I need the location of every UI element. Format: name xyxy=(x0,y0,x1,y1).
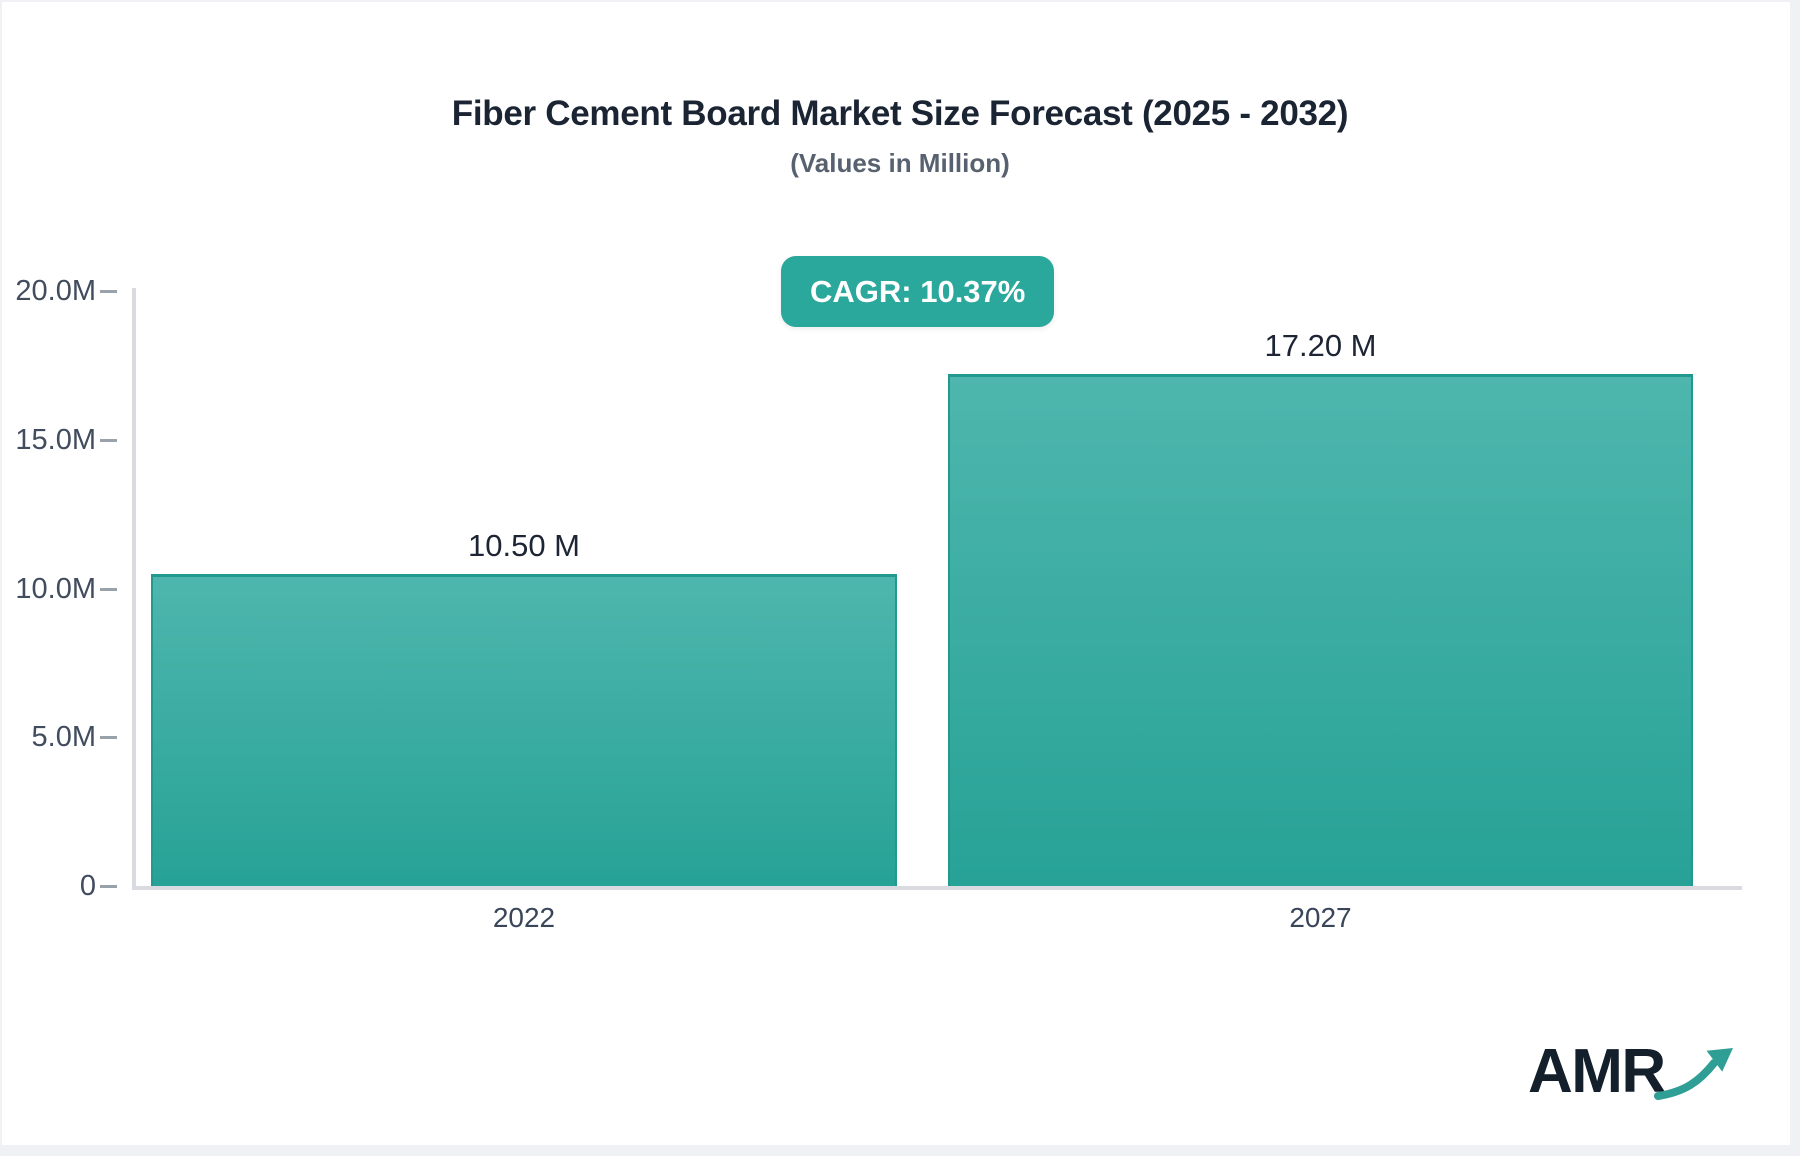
cagr-badge: CAGR: 10.37% xyxy=(781,256,1055,327)
bar-2027 xyxy=(948,374,1693,886)
y-tick-label: 5.0M xyxy=(31,721,96,754)
y-tick-label: 15.0M xyxy=(15,423,96,456)
growth-arrow-icon xyxy=(1654,1048,1733,1100)
y-tick-label: 20.0M xyxy=(15,275,96,307)
bar-value-label: 10.50 M xyxy=(467,528,580,563)
y-axis-line xyxy=(132,288,136,886)
amr-logo-text: AMR xyxy=(1528,1037,1666,1106)
amr-logo: AMR xyxy=(1528,1030,1733,1114)
y-tick-mark xyxy=(100,885,117,888)
bar-value-label: 17.20 M xyxy=(1264,328,1377,363)
bar-2022 xyxy=(151,574,897,886)
y-tick-mark xyxy=(100,438,117,442)
chart-subtitle: (Values in Million) xyxy=(790,148,1010,178)
x-axis-line xyxy=(132,886,1742,890)
y-tick-label: 0 xyxy=(79,870,96,902)
y-tick-mark xyxy=(100,290,117,293)
y-tick-mark xyxy=(100,587,117,591)
chart-title: Fiber Cement Board Market Size Forecast … xyxy=(451,94,1349,133)
x-category-label: 2027 xyxy=(1289,902,1352,933)
x-category-label: 2022 xyxy=(492,902,556,933)
y-tick-label: 10.0M xyxy=(15,572,96,605)
y-tick-mark xyxy=(100,736,117,740)
